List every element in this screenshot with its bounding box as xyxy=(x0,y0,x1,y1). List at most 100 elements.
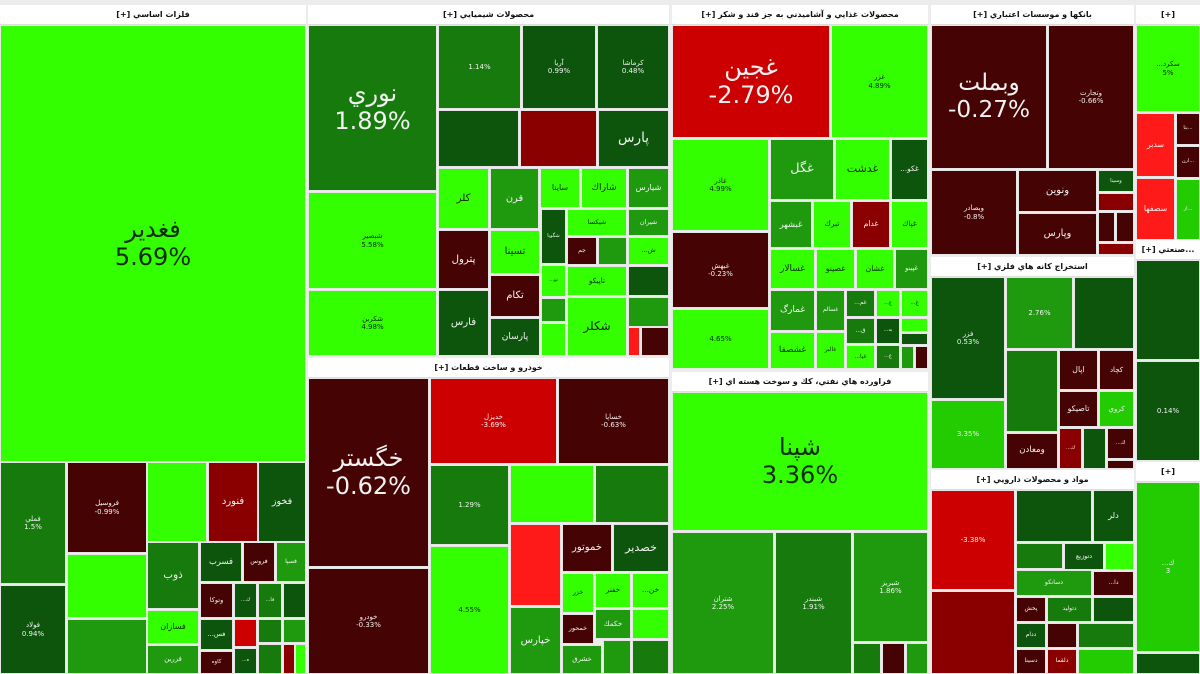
stock-tile[interactable]: ك... xyxy=(1107,428,1134,459)
stock-tile[interactable] xyxy=(641,327,669,356)
stock-tile[interactable]: ك... 3 xyxy=(1136,482,1200,652)
stock-tile[interactable] xyxy=(882,643,905,674)
stock-tile[interactable] xyxy=(283,583,306,618)
stock-tile[interactable] xyxy=(258,619,282,643)
sector-header[interactable]: [+] xyxy=(1136,5,1200,25)
stock-tile[interactable] xyxy=(283,644,295,674)
stock-tile[interactable]: خپارس xyxy=(510,607,561,674)
stock-tile[interactable] xyxy=(510,524,561,606)
stock-tile[interactable] xyxy=(1083,428,1106,469)
stock-tile[interactable] xyxy=(628,327,640,356)
stock-tile[interactable]: شكربن 4.98% xyxy=(308,290,437,356)
stock-tile[interactable] xyxy=(1074,277,1134,349)
stock-tile[interactable]: خكمك xyxy=(595,609,631,639)
stock-tile[interactable]: شيران xyxy=(628,209,669,236)
stock-tile[interactable]: ك... xyxy=(234,583,257,618)
stock-tile[interactable]: قرن xyxy=(490,168,539,229)
stock-tile[interactable] xyxy=(67,554,147,618)
stock-tile[interactable] xyxy=(67,619,147,674)
stock-tile[interactable]: نوري 1.89% xyxy=(308,25,437,191)
sector-header[interactable]: بانكها و موسسات اعتباري [+] xyxy=(931,5,1134,25)
stock-tile[interactable]: فا... xyxy=(258,583,282,618)
stock-tile[interactable]: فروس xyxy=(243,542,275,582)
stock-tile[interactable] xyxy=(1078,649,1134,674)
stock-tile[interactable]: شبندر 1.91% xyxy=(775,532,852,674)
stock-tile[interactable] xyxy=(520,110,597,167)
stock-tile[interactable]: تبرك xyxy=(813,201,851,248)
sector-header[interactable]: استخراج كانه هاي فلزي [+] xyxy=(931,257,1134,277)
stock-tile[interactable]: ش... xyxy=(628,237,669,265)
stock-tile[interactable]: سكرد... 5% xyxy=(1136,25,1200,112)
stock-tile[interactable]: غالبر xyxy=(816,332,845,369)
stock-tile[interactable]: دلقما xyxy=(1047,649,1077,674)
stock-tile[interactable] xyxy=(1047,623,1077,648)
stock-tile[interactable]: وپارس xyxy=(1018,213,1097,255)
stock-tile[interactable]: غم... xyxy=(846,290,875,317)
sector-header[interactable]: فراورده هاي نفتي، كك و سوخت هسته اي [+] xyxy=(672,372,928,392)
stock-tile[interactable]: تسينا xyxy=(490,230,540,274)
stock-tile[interactable]: فغدير 5.69% xyxy=(0,25,306,462)
stock-tile[interactable]: تاصيكو xyxy=(1059,391,1098,427)
stock-tile[interactable]: ونوين xyxy=(1018,170,1097,212)
stock-tile[interactable]: دسانكو xyxy=(1016,570,1092,596)
stock-tile[interactable]: كرماشا 0.48% xyxy=(597,25,669,109)
stock-tile[interactable] xyxy=(1016,490,1092,542)
stock-tile[interactable]: كچاد xyxy=(1099,350,1134,390)
stock-tile[interactable]: فخوز xyxy=(258,462,306,542)
stock-tile[interactable]: دسينا xyxy=(1016,649,1046,674)
stock-tile[interactable]: پخش xyxy=(1016,597,1046,622)
stock-tile[interactable] xyxy=(1116,212,1134,242)
stock-tile[interactable] xyxy=(906,643,928,674)
stock-tile[interactable] xyxy=(283,619,306,643)
stock-tile[interactable]: كاوه xyxy=(200,651,233,674)
stock-tile[interactable]: اپال xyxy=(1059,350,1098,390)
stock-tile[interactable]: جم xyxy=(567,237,597,265)
stock-tile[interactable]: غبهش -0.23% xyxy=(672,232,769,308)
stock-tile[interactable]: غگل xyxy=(770,139,834,200)
sector-header[interactable]: خودرو و ساخت قطعات [+] xyxy=(308,358,669,378)
sector-header[interactable]: مواد و محصولات دارويي [+] xyxy=(931,470,1134,490)
stock-tile[interactable]: فزرين xyxy=(147,645,199,674)
stock-tile[interactable]: غ... xyxy=(876,290,900,317)
stock-tile[interactable]: 3.35% xyxy=(931,400,1005,469)
stock-tile[interactable] xyxy=(598,237,627,265)
stock-tile[interactable] xyxy=(628,297,669,327)
stock-tile[interactable]: غيا... xyxy=(846,345,875,369)
stock-tile[interactable]: 2.76% xyxy=(1006,277,1073,349)
stock-tile[interactable] xyxy=(1006,350,1058,432)
stock-tile[interactable] xyxy=(1078,623,1134,648)
sector-header[interactable]: محصولات شيميايي [+] xyxy=(308,5,669,25)
stock-tile[interactable]: شكلر xyxy=(567,297,627,356)
stock-tile[interactable]: وبملت -0.27% xyxy=(931,25,1047,169)
stock-tile[interactable]: آريا 0.99% xyxy=(522,25,596,109)
stock-tile[interactable]: وبصادر -0.8% xyxy=(931,170,1017,255)
stock-tile[interactable]: وسينا xyxy=(1098,170,1134,192)
stock-tile[interactable]: 0.14% xyxy=(1136,361,1200,461)
stock-tile[interactable]: خزر xyxy=(562,573,594,613)
stock-tile[interactable] xyxy=(258,644,282,674)
stock-tile[interactable]: خديزل -3.69% xyxy=(430,378,557,464)
stock-tile[interactable]: ك... xyxy=(1059,428,1082,469)
stock-tile[interactable]: وتوكا xyxy=(200,583,233,618)
stock-tile[interactable]: خفنر xyxy=(595,573,631,608)
stock-tile[interactable] xyxy=(1098,243,1134,255)
stock-tile[interactable] xyxy=(234,619,257,647)
stock-tile[interactable]: غجين -2.79% xyxy=(672,25,830,138)
stock-tile[interactable]: تو... xyxy=(541,265,566,297)
stock-tile[interactable]: دتوزيع xyxy=(1064,543,1104,570)
stock-tile[interactable]: تكام xyxy=(490,275,540,317)
stock-tile[interactable] xyxy=(1098,193,1134,211)
stock-tile[interactable] xyxy=(295,644,306,674)
stock-tile[interactable]: خن... xyxy=(632,573,669,608)
stock-tile[interactable]: 4.55% xyxy=(430,546,509,674)
stock-tile[interactable] xyxy=(1136,260,1200,360)
stock-tile[interactable]: شبريز 1.86% xyxy=(853,532,928,642)
sector-header[interactable]: ...صنعتي [+] xyxy=(1136,240,1200,260)
stock-tile[interactable]: ...ار xyxy=(1176,179,1200,240)
sector-header[interactable]: محصولات غذايي و آشاميدني به جز قند و شكر… xyxy=(672,5,928,25)
stock-tile[interactable] xyxy=(901,346,914,369)
stock-tile[interactable]: كروي xyxy=(1099,391,1134,427)
stock-tile[interactable]: فملي 1.5% xyxy=(0,462,66,584)
sector-header[interactable]: [+] xyxy=(1136,462,1200,482)
stock-tile[interactable]: 4.65% xyxy=(672,309,769,369)
